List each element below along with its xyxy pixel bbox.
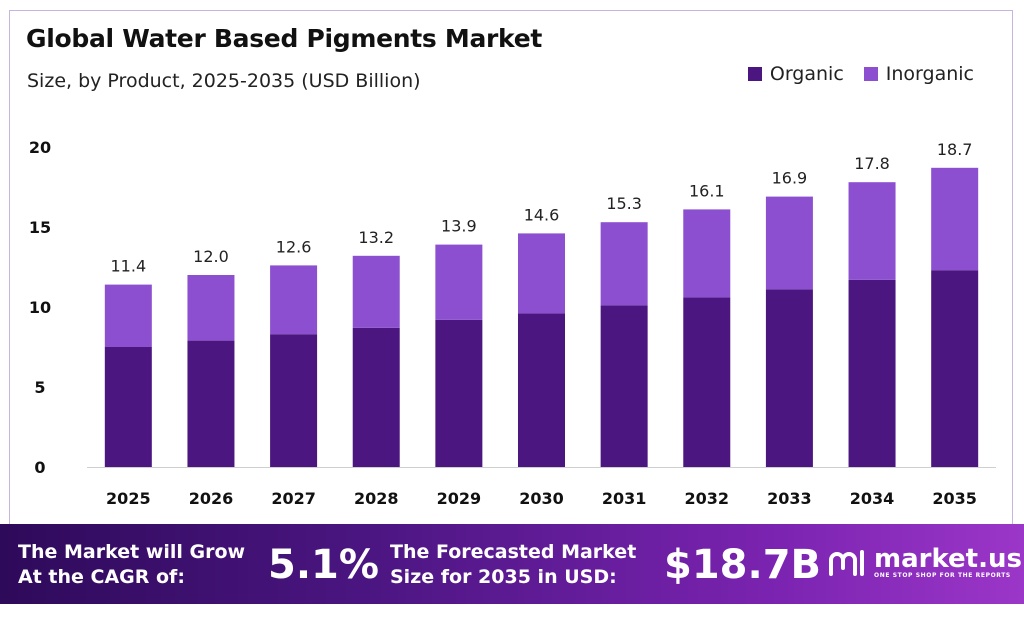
stacked-bar-chart: 0 5 10 15 20 11.4 2025 12.0 2026 12.6 2027 13.2 2028… xyxy=(29,138,996,508)
bar-inorganic-2032 xyxy=(683,209,731,298)
total-label-2033: 16.9 xyxy=(772,169,808,188)
x-tick-label-2026: 2026 xyxy=(189,489,234,508)
cagr-caption-line1: The Market will Grow xyxy=(18,541,246,563)
legend-swatch-inorganic xyxy=(863,67,878,81)
total-label-2030: 14.6 xyxy=(524,205,560,224)
y-tick-label: 5 xyxy=(34,378,45,397)
bar-organic-2031 xyxy=(600,305,648,467)
cagr-value: 5.1% xyxy=(268,542,379,588)
total-label-2035: 18.7 xyxy=(937,140,973,159)
x-tick-label-2028: 2028 xyxy=(354,489,399,508)
market-us-logo: market.us ONE STOP SHOP FOR THE REPORTS xyxy=(828,546,1022,579)
forecast-value: $18.7B xyxy=(664,542,822,588)
bar-organic-2028 xyxy=(352,327,400,467)
logo-tagline: ONE STOP SHOP FOR THE REPORTS xyxy=(874,572,1011,579)
total-label-2034: 17.8 xyxy=(854,154,890,173)
forecast-caption-line2: Size for 2035 in USD: xyxy=(390,566,617,588)
bar-inorganic-2031 xyxy=(600,222,648,306)
x-tick-label-2033: 2033 xyxy=(767,489,812,508)
total-label-2031: 15.3 xyxy=(606,194,642,213)
cagr-caption-line2: At the CAGR of: xyxy=(18,566,185,588)
chart-title: Global Water Based Pigments Market xyxy=(26,24,543,53)
bar-inorganic-2027 xyxy=(270,265,318,335)
legend-label-organic: Organic xyxy=(769,63,844,85)
x-tick-label-2027: 2027 xyxy=(271,489,316,508)
legend-item-organic: Organic xyxy=(747,63,844,85)
bar-inorganic-2033 xyxy=(765,196,813,290)
market-us-logo-icon xyxy=(829,549,864,576)
x-tick-label-2031: 2031 xyxy=(602,489,647,508)
x-tick-label-2032: 2032 xyxy=(685,489,730,508)
forecast-caption-line1: The Forecasted Market xyxy=(390,541,637,563)
bar-organic-2026 xyxy=(187,340,235,467)
x-tick-label-2025: 2025 xyxy=(106,489,151,508)
total-label-2032: 16.1 xyxy=(689,181,725,200)
legend: Organic Inorganic xyxy=(747,63,974,85)
bar-organic-2030 xyxy=(518,313,565,467)
bar-inorganic-2034 xyxy=(848,182,896,280)
cagr-caption: The Market will Grow At the CAGR of: xyxy=(18,540,245,590)
legend-item-inorganic: Inorganic xyxy=(863,63,974,85)
legend-swatch-organic xyxy=(747,67,762,81)
y-tick-label: 20 xyxy=(29,138,51,157)
bar-organic-2025 xyxy=(104,347,152,467)
total-label-2027: 12.6 xyxy=(276,237,312,256)
bar-organic-2035 xyxy=(931,270,979,467)
summary-banner: The Market will Grow At the CAGR of: 5.1… xyxy=(0,524,1024,604)
bar-inorganic-2029 xyxy=(435,244,483,320)
x-tick-label-2030: 2030 xyxy=(519,489,564,508)
total-label-2025: 11.4 xyxy=(111,257,147,276)
x-tick-label-2029: 2029 xyxy=(437,489,482,508)
bar-inorganic-2030 xyxy=(518,233,565,314)
chart-frame xyxy=(9,10,1013,604)
bar-organic-2029 xyxy=(435,319,483,467)
bar-organic-2033 xyxy=(765,289,813,467)
bar-inorganic-2028 xyxy=(352,255,400,328)
legend-label-inorganic: Inorganic xyxy=(885,63,974,85)
y-tick-label: 0 xyxy=(34,458,45,477)
x-tick-label-2035: 2035 xyxy=(932,489,977,508)
bar-organic-2032 xyxy=(683,297,731,467)
bar-organic-2034 xyxy=(848,279,896,467)
bar-inorganic-2025 xyxy=(104,284,152,347)
y-tick-label: 10 xyxy=(29,298,51,317)
total-label-2029: 13.9 xyxy=(441,217,477,236)
total-label-2026: 12.0 xyxy=(193,247,229,266)
logo-name: market.us xyxy=(874,544,1022,574)
forecast-caption: The Forecasted Market Size for 2035 in U… xyxy=(390,540,636,590)
chart-subtitle: Size, by Product, 2025-2035 (USD Billion… xyxy=(27,70,421,92)
bar-inorganic-2035 xyxy=(931,167,979,271)
y-tick-label: 15 xyxy=(29,218,51,237)
bar-inorganic-2026 xyxy=(187,275,235,341)
total-label-2028: 13.2 xyxy=(358,228,394,247)
bar-organic-2027 xyxy=(270,334,318,467)
x-tick-label-2034: 2034 xyxy=(850,489,895,508)
